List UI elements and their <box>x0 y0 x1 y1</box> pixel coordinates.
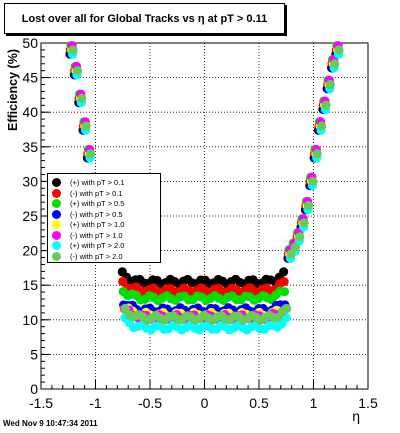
legend-marker <box>52 188 61 198</box>
y-tick-label: 0 <box>30 381 38 397</box>
legend-label: (-) with pT > 0.5 <box>70 209 123 219</box>
y-tick-label: 10 <box>22 312 38 328</box>
x-tick-label: 0 <box>201 395 209 411</box>
legend-marker <box>52 199 61 208</box>
y-tick-label: 15 <box>22 277 38 293</box>
x-tick-label: 1.5 <box>358 395 378 411</box>
chart-title: Lost over all for Global Tracks vs η at … <box>4 3 285 34</box>
y-tick-label: 20 <box>22 243 38 259</box>
y-tick-label: 45 <box>22 70 38 86</box>
data-point <box>303 201 314 211</box>
y-axis-label: Efficiency (%) <box>4 40 22 140</box>
data-point <box>68 45 78 55</box>
legend-item: (-) with pT > 0.5 <box>48 209 160 220</box>
legend-label: (+) with pT > 1.0 <box>70 220 125 229</box>
data-point <box>279 267 289 277</box>
legend-marker <box>52 241 61 250</box>
y-tick-label: 50 <box>22 35 38 51</box>
legend: (+) with pT > 0.1 (-) with pT > 0.1 (+) wi… <box>47 173 161 263</box>
data-point <box>325 79 335 90</box>
legend-marker <box>52 220 61 229</box>
y-tick-label: 30 <box>22 173 38 189</box>
x-tick-label: 1 <box>310 395 318 411</box>
x-tick-label: 0.5 <box>249 395 269 411</box>
data-point <box>282 304 292 314</box>
data-point <box>334 45 344 55</box>
legend-item: (+) with pT > 0.5 <box>48 198 160 209</box>
legend-marker <box>52 209 61 219</box>
y-tick-label: 5 <box>30 346 38 362</box>
data-point <box>279 287 290 297</box>
legend-item: (-) with pT > 2.0 <box>48 251 160 262</box>
data-point <box>120 303 130 314</box>
legend-label: (-) with pT > 0.1 <box>70 188 123 198</box>
legend-label: (-) with pT > 1.0 <box>70 230 123 240</box>
x-tick-label: -1.5 <box>29 395 53 411</box>
data-point <box>295 232 305 242</box>
legend-item: (+) with pT > 0.1 <box>48 177 160 188</box>
y-tick-label: 35 <box>22 139 38 155</box>
data-point <box>286 249 296 259</box>
legend-marker <box>52 230 61 240</box>
y-tick-label: 40 <box>22 104 38 120</box>
tick-labels: -1.5 -1 -0.5 0 0.5 1 1.5 0 5 10 15 20 25 30 35 40 45 50 <box>22 35 378 411</box>
data-point <box>312 149 322 159</box>
legend-label: (+) with pT > 2.0 <box>70 241 125 250</box>
legend-label: (-) with pT > 2.0 <box>70 251 123 261</box>
legend-label: (+) with pT > 0.5 <box>70 199 125 208</box>
legend-item: (-) with pT > 1.0 <box>48 230 160 241</box>
data-point <box>279 277 289 287</box>
data-point <box>299 218 309 228</box>
data-point <box>77 93 87 103</box>
chart-title-text: Lost over all for Global Tracks vs η at … <box>21 12 268 25</box>
timestamp: Wed Nov 9 10:47:34 2011 <box>3 419 98 428</box>
legend-marker <box>52 251 61 261</box>
data-point <box>72 66 83 76</box>
data-point <box>330 59 340 69</box>
x-tick-label: -1 <box>89 395 102 411</box>
data-point <box>308 176 318 186</box>
legend-item: (+) with pT > 1.0 <box>48 219 160 230</box>
data-point <box>85 149 96 159</box>
data-point <box>321 100 331 110</box>
x-axis-label: η <box>352 408 360 424</box>
y-axis-label-text: Efficiency (%) <box>6 49 20 131</box>
legend-label: (+) with pT > 0.1 <box>70 178 125 187</box>
legend-marker <box>52 178 61 187</box>
legend-item: (-) with pT > 0.1 <box>48 188 160 199</box>
data-point <box>81 121 91 131</box>
y-tick-label: 25 <box>22 208 38 224</box>
axis-ticks <box>40 42 369 390</box>
data-point <box>316 121 327 131</box>
x-tick-label: -0.5 <box>138 395 162 411</box>
legend-item: (+) with pT > 2.0 <box>48 240 160 251</box>
data-point <box>290 242 301 252</box>
